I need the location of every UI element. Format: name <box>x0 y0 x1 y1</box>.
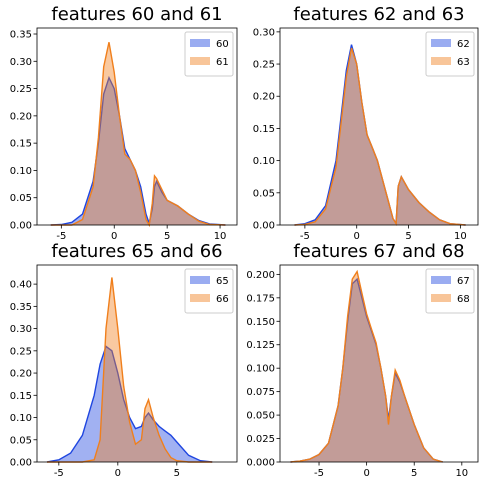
density-fill <box>290 271 443 462</box>
x-tick-label: 5 <box>174 468 180 479</box>
y-tick-label: 0.075 <box>246 387 275 398</box>
y-tick-label: 0.25 <box>10 84 32 95</box>
legend-label: 68 <box>457 294 470 305</box>
legend-swatch <box>190 39 210 47</box>
axes-frame <box>279 27 479 226</box>
x-tick-label: 0 <box>354 231 360 242</box>
legend-box <box>184 268 234 314</box>
y-tick-label: 0.20 <box>10 369 32 380</box>
x-tick-label: 10 <box>214 231 227 242</box>
y-tick-label: 0.25 <box>10 346 32 357</box>
density-line <box>294 47 466 226</box>
axes-frame <box>279 264 479 463</box>
density-line <box>46 345 213 463</box>
legend-box <box>425 31 475 77</box>
legend-swatch <box>431 57 451 65</box>
y-tick-label: 0.100 <box>246 364 275 375</box>
axes-frame <box>36 264 238 463</box>
y-tick-label: 0.35 <box>10 30 32 41</box>
legend-swatch <box>431 294 451 302</box>
y-tick-label: 0.00 <box>253 221 275 232</box>
y-tick-label: 0.10 <box>10 413 32 424</box>
density-line <box>47 277 213 463</box>
density-fill <box>294 48 466 225</box>
y-tick-label: 0.10 <box>253 156 275 167</box>
legend-label: 60 <box>216 39 229 50</box>
y-tick-label: 0.15 <box>10 391 32 402</box>
subplot: features 67 and 68 -5 0 5 10 0.000 0.025 0.050 0… <box>246 241 479 479</box>
legend-swatch <box>190 57 210 65</box>
x-tick-label: 5 <box>411 468 417 479</box>
y-tick-label: 0.15 <box>253 124 275 135</box>
x-tick-label: -5 <box>54 468 64 479</box>
y-tick-label: 0.050 <box>246 411 275 422</box>
legend-label: 62 <box>457 39 470 50</box>
subplot: features 65 and 66 -5 0 5 0.00 0.05 0.10 0.15 0.… <box>10 241 238 479</box>
subplot-title: features 60 and 61 <box>51 4 222 25</box>
x-tick-label: -5 <box>300 231 310 242</box>
y-tick-label: 0.30 <box>10 324 32 335</box>
density-fill <box>294 44 466 226</box>
y-tick-label: 0.175 <box>246 293 275 304</box>
y-tick-label: 0.30 <box>253 27 275 38</box>
legend-label: 63 <box>457 57 470 68</box>
y-tick-label: 0.05 <box>10 435 32 446</box>
x-tick-label: 0 <box>363 468 369 479</box>
y-tick-label: 0.20 <box>10 111 32 122</box>
y-tick-label: 0.200 <box>246 270 275 281</box>
subplot: features 60 and 61 -5 0 5 10 0.00 0.05 0.10 0.15… <box>10 4 238 242</box>
y-tick-label: 0.00 <box>10 221 32 232</box>
x-tick-label: 0 <box>115 468 121 479</box>
x-tick-label: -5 <box>314 468 324 479</box>
x-tick-label: 5 <box>405 231 411 242</box>
legend-swatch <box>190 276 210 284</box>
y-tick-label: 0.05 <box>10 193 32 204</box>
y-tick-label: 0.00 <box>10 458 32 469</box>
legend-box <box>425 268 475 314</box>
density-fill <box>50 77 226 225</box>
legend-label: 66 <box>216 294 229 305</box>
x-tick-label: 10 <box>455 468 468 479</box>
x-tick-label: 5 <box>164 231 170 242</box>
axes-frame <box>36 27 238 226</box>
x-tick-label: -5 <box>56 231 66 242</box>
y-tick-label: 0.05 <box>253 188 275 199</box>
legend-label: 61 <box>216 57 229 68</box>
y-tick-label: 0.000 <box>246 458 275 469</box>
density-fill <box>47 277 213 462</box>
legend-label: 67 <box>457 276 470 287</box>
legend-swatch <box>431 39 451 47</box>
density-line <box>290 269 443 463</box>
legend-box <box>184 31 234 77</box>
y-tick-label: 0.15 <box>10 139 32 150</box>
legend-swatch <box>431 276 451 284</box>
density-fill <box>290 279 443 462</box>
subplot-title: features 62 and 63 <box>293 4 464 25</box>
y-tick-label: 0.30 <box>10 57 32 68</box>
subplot-title: features 67 and 68 <box>293 241 464 262</box>
density-line <box>50 42 226 228</box>
y-tick-label: 0.25 <box>253 60 275 71</box>
density-fill <box>47 346 213 462</box>
y-tick-label: 0.40 <box>10 280 32 291</box>
x-tick-label: 10 <box>454 231 467 242</box>
y-tick-label: 0.10 <box>10 166 32 177</box>
legend-label: 65 <box>216 276 229 287</box>
y-tick-label: 0.150 <box>246 317 275 328</box>
y-tick-label: 0.125 <box>246 340 275 351</box>
subplot-title: features 65 and 66 <box>51 241 222 262</box>
y-tick-label: 0.025 <box>246 434 275 445</box>
legend-swatch <box>190 294 210 302</box>
x-tick-label: 0 <box>111 231 117 242</box>
subplot: features 62 and 63 -5 0 5 10 0.00 0.05 0.10 0.15… <box>253 4 479 242</box>
y-tick-label: 0.20 <box>253 92 275 103</box>
y-tick-label: 0.35 <box>10 302 32 313</box>
